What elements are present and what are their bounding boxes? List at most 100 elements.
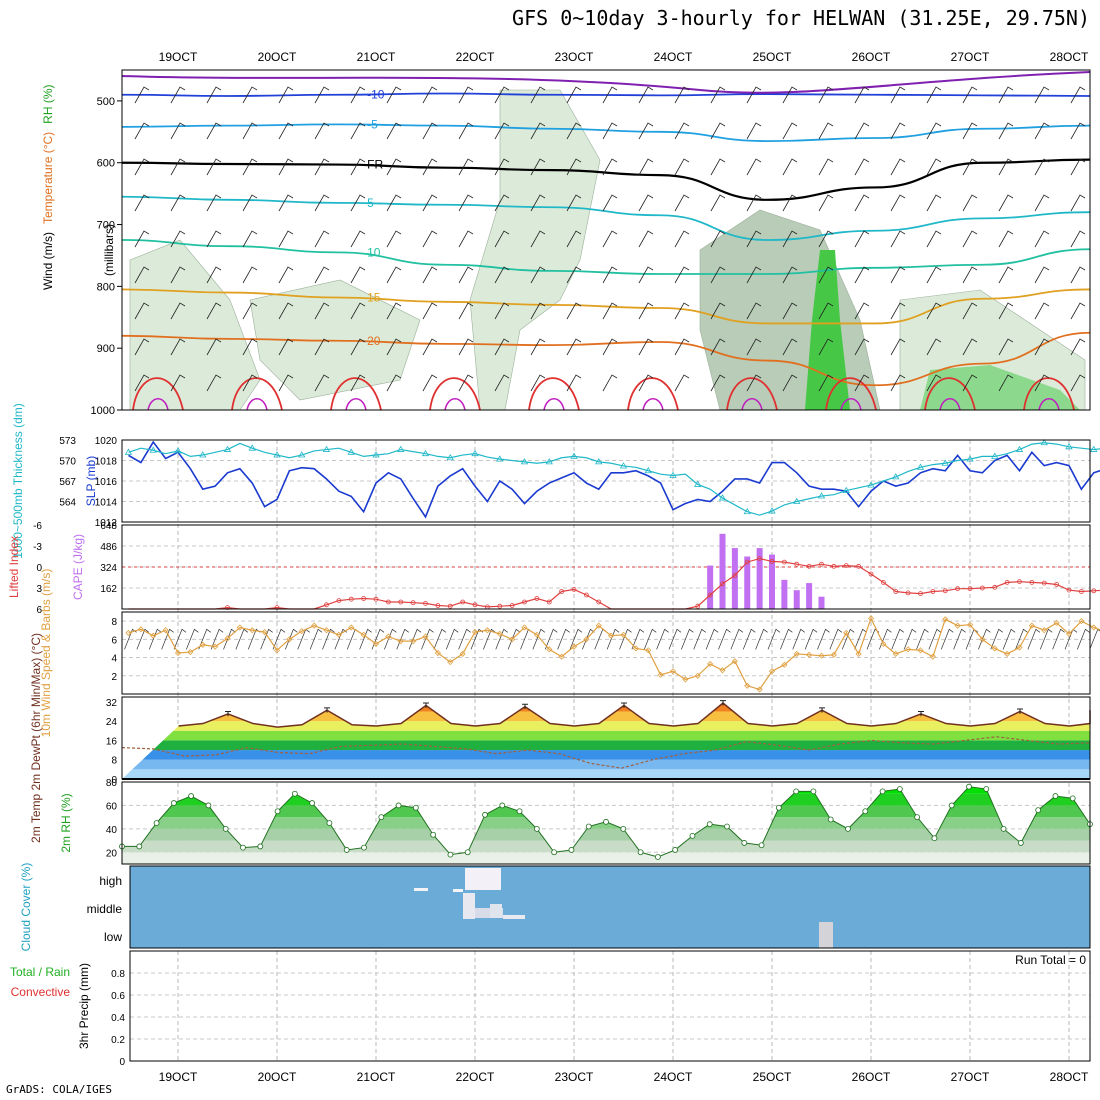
- wind-barb: [422, 230, 438, 248]
- wind-barb: [170, 86, 186, 104]
- wind-barb: [854, 374, 870, 392]
- precip-ytick-label: 0.4: [111, 1013, 125, 1024]
- ua-ytick-label: 800: [97, 281, 115, 293]
- wind-barb: [1034, 266, 1050, 284]
- wind-barb: [350, 338, 366, 356]
- temp-ytick-label: 32: [106, 698, 118, 709]
- wind-barb: [206, 194, 222, 212]
- wind-barb: [926, 338, 942, 356]
- wind-barb-10m: [928, 628, 942, 650]
- lifted-index-point: [843, 563, 849, 568]
- lifted-index-point: [559, 589, 565, 594]
- wind-barb: [134, 302, 150, 320]
- thickness-point: [570, 452, 578, 459]
- wind-speed-point: [1016, 644, 1023, 651]
- wind-speed-point: [249, 627, 256, 634]
- thickness-point: [718, 494, 727, 501]
- cape-bar: [756, 548, 763, 609]
- wind-barb: [386, 158, 402, 176]
- wind-barb: [782, 122, 798, 140]
- rh-ytick-label: 20: [106, 848, 118, 859]
- thickness-point: [768, 507, 776, 514]
- wind-barb: [890, 194, 906, 212]
- wind-barb: [386, 302, 402, 320]
- wind-barb: [890, 122, 906, 140]
- wind-barb: [458, 374, 474, 392]
- lifted-index-point: [1017, 579, 1022, 585]
- precip-ytick-label: 0.2: [111, 1035, 125, 1046]
- wind-barb: [674, 374, 690, 392]
- wind-barb: [422, 194, 438, 212]
- upper-air-panel: -10 -5 FR 5 10 15 20: [121, 70, 1091, 411]
- rh-point: [430, 831, 437, 838]
- wind-barb: [710, 122, 726, 140]
- temp-contour-25: [1023, 377, 1075, 411]
- wind-speed-point: [942, 616, 949, 623]
- x-tick-label-top: 21OCT: [357, 50, 396, 64]
- wind-barb-10m: [780, 628, 793, 650]
- temp-contour-30: [345, 398, 367, 411]
- lifted-index-point: [992, 584, 998, 590]
- cape-bar: [719, 533, 726, 609]
- wind-speed-point: [954, 622, 961, 629]
- temp-contour-15: [121, 288, 1091, 325]
- thickness-point: [916, 463, 925, 470]
- rh-ytick-label: 60: [106, 801, 118, 812]
- wind-speed-point: [459, 650, 466, 657]
- temp-ytick-label: 8: [111, 756, 117, 767]
- wind-barb: [422, 338, 438, 356]
- lifted-index-point: [225, 605, 230, 610]
- wind-barb: [602, 122, 618, 140]
- cloud-patch-high: [414, 888, 428, 891]
- wind-barb: [170, 194, 186, 212]
- wind-barb: [926, 86, 942, 104]
- temp-max-marker: [720, 700, 726, 706]
- slp-ytick-label: 1014: [95, 498, 118, 509]
- wind-barb: [530, 194, 546, 212]
- cape-bar: [806, 583, 813, 609]
- li-ytick-label: 3: [36, 584, 42, 595]
- rh-point: [585, 823, 592, 830]
- rh-point: [568, 847, 575, 853]
- wind-speed-point: [533, 631, 540, 638]
- wind-barb: [566, 194, 582, 212]
- wind-barb: [602, 266, 618, 284]
- lifted-index-point: [955, 586, 961, 592]
- wind-speed-point: [434, 649, 441, 657]
- lifted-index-point: [361, 596, 367, 601]
- lifted-index-point: [819, 561, 824, 567]
- rh-point: [741, 840, 748, 846]
- wind-barb: [890, 302, 906, 320]
- wind-barb: [530, 302, 546, 320]
- temp-contour-25: [627, 377, 679, 411]
- wind-barb: [530, 122, 546, 140]
- cape-ytick-label: 486: [100, 542, 117, 553]
- wind-barb: [602, 374, 618, 392]
- wind-barb-10m: [668, 628, 682, 650]
- wind-barb: [494, 338, 510, 356]
- wind-speed-point: [447, 659, 454, 666]
- wind-barb: [350, 230, 366, 248]
- footer-credit: GrADS: COLA/IGES: [6, 1083, 112, 1096]
- wind-barb: [710, 158, 726, 176]
- wind-barb: [134, 122, 150, 140]
- x-tick-label-top: 24OCT: [654, 50, 693, 64]
- wind-barb: [422, 374, 438, 392]
- thickness-point: [892, 473, 900, 480]
- wind-speed-line: [128, 616, 1100, 691]
- wind-barb: [530, 230, 546, 248]
- lifted-index-point: [806, 563, 812, 569]
- wind-barb: [314, 338, 330, 356]
- wind-barb: [458, 194, 474, 212]
- thickness-point: [1090, 445, 1098, 452]
- slp-ylabel: SLP (mb): [84, 456, 98, 506]
- thickness-point: [1065, 443, 1073, 450]
- wind-speed-point: [397, 638, 404, 645]
- wind-barb-10m: [792, 628, 805, 650]
- wind-barb: [674, 230, 690, 248]
- wind-barb: [458, 230, 474, 248]
- wind-barb: [962, 374, 978, 392]
- rh-ytick-label: 40: [106, 825, 118, 836]
- rh-point: [205, 802, 212, 809]
- wind-barb: [674, 266, 690, 284]
